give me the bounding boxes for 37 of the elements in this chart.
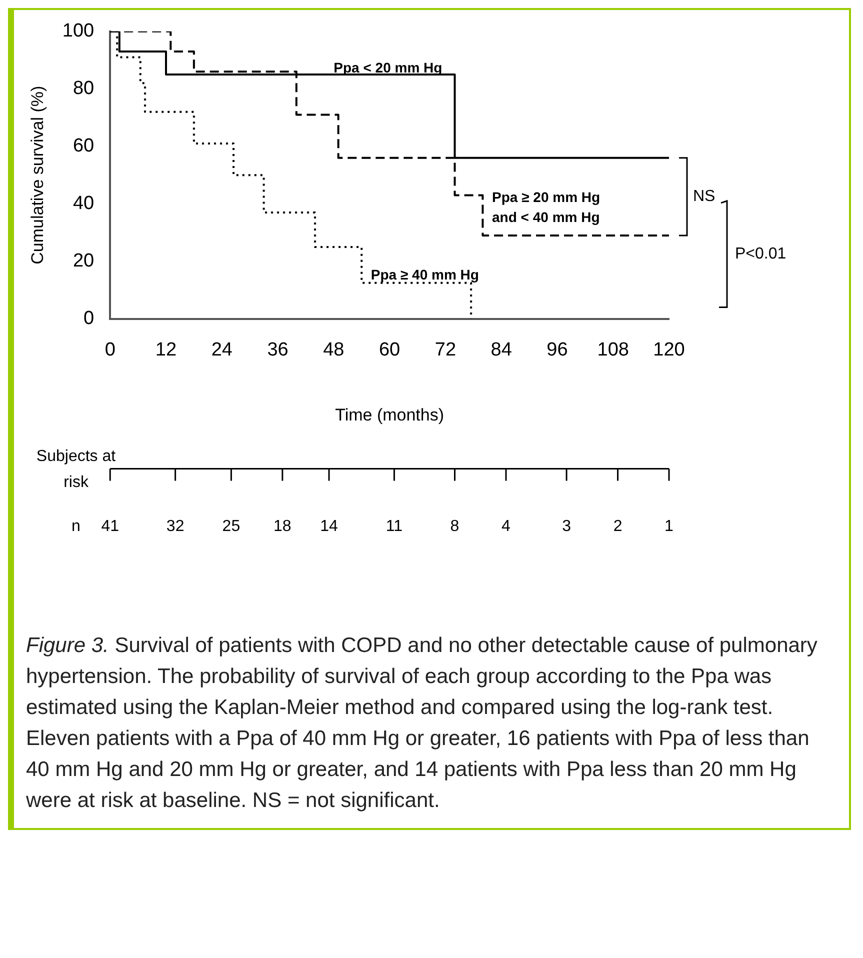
y-axis-title: Cumulative survival (%) (28, 86, 47, 264)
x-tick-label: 36 (267, 339, 288, 360)
y-tick-label: 100 (62, 20, 94, 42)
x-tick-label: 108 (597, 339, 629, 360)
text: 32 (166, 518, 184, 536)
series-label: Ppa ≥ 20 mm Hg and < 40 mm Hg (492, 188, 600, 225)
x-tick-label: 12 (155, 339, 177, 360)
text: 2 (613, 518, 622, 536)
caption: Figure 3. Survival of patients with COPD and no other detectable cause of pulmonary hypertension. The probability of survival of each group according to the Ppa was estimated using the Kaplan-Meier method and compared using the log-rank test. Eleven patients with a Ppa of 40 mm Hg or greater, 16 patients with Ppa of less than 40 mm Hg and 20 mm Hg or greater, and 14 patients with Ppa less than 20 mm Hg were at risk at baseline. NS = not significant. (26, 634, 818, 812)
text: 11 (386, 518, 403, 536)
x-axis-title: Time (months) (335, 405, 444, 424)
x-tick-label: 60 (378, 339, 400, 360)
text: NS (693, 188, 716, 206)
text: Subjects at risk (36, 448, 116, 492)
text: 8 (450, 518, 460, 536)
text: n (72, 518, 80, 536)
x-tick-label: 120 (653, 339, 685, 360)
x-tick-label: 72 (434, 339, 456, 360)
text: 3 (562, 518, 572, 536)
text: P<0.01 (735, 246, 786, 263)
y-tick-label: 0 (84, 308, 94, 330)
text: 4 (502, 518, 511, 536)
text: 1 (664, 518, 674, 536)
text: 18 (274, 518, 292, 536)
x-tick-label: 0 (104, 339, 116, 360)
y-tick-label: 20 (72, 250, 94, 272)
text: 25 (222, 518, 240, 536)
x-tick-label: 48 (323, 339, 344, 360)
x-tick-label: 84 (490, 339, 512, 360)
y-tick-label: 40 (72, 193, 94, 214)
text: 14 (320, 518, 338, 536)
text: 41 (101, 518, 120, 536)
series-label: Ppa ≥ 40 mm Hg (370, 266, 479, 283)
x-tick-label: 24 (211, 339, 233, 360)
x-tick-label: 96 (546, 339, 568, 360)
y-tick-label: 60 (72, 136, 94, 157)
y-tick-label: 80 (72, 78, 94, 100)
